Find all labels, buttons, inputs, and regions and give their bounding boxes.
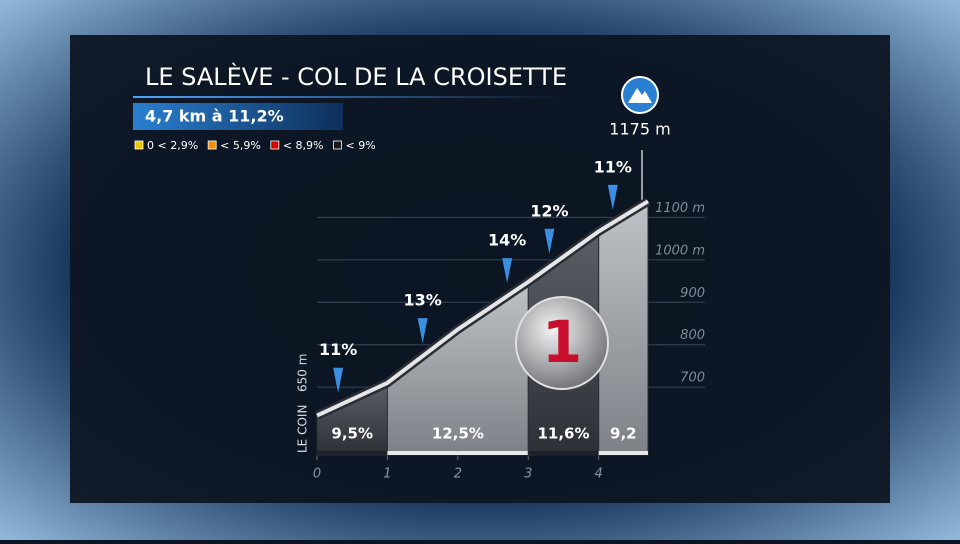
gradient-marker xyxy=(417,318,428,344)
marker-label: 12% xyxy=(530,201,568,220)
marker-label: 13% xyxy=(403,291,441,310)
start-name: LE COIN xyxy=(296,405,310,453)
segment-base xyxy=(528,451,599,455)
legend-swatch xyxy=(270,140,280,150)
gradient-marker xyxy=(333,367,344,393)
profile-line xyxy=(316,199,650,418)
gradient-marker xyxy=(607,184,618,210)
segment-base xyxy=(317,451,388,455)
x-tick-label: 4 xyxy=(595,467,603,482)
legend: 0 < 2,9% < 5,9% < 8,9% < 9% xyxy=(134,139,376,152)
segment-label: 11,6% xyxy=(537,425,589,443)
x-tick-label: 3 xyxy=(524,467,532,482)
gradient-marker xyxy=(544,228,555,254)
legend-swatch xyxy=(134,140,144,150)
segment-label: 12,5% xyxy=(432,425,484,443)
legend-label: < 5,9% xyxy=(220,139,261,152)
legend-label: 0 < 2,9% xyxy=(147,139,198,152)
x-tick-label: 1 xyxy=(383,467,391,482)
x-tick-label: 0 xyxy=(313,467,321,482)
start-elevation: 650 m xyxy=(296,354,310,392)
segment-base xyxy=(387,451,529,455)
title-underline xyxy=(133,96,563,98)
segment-label: 9,5% xyxy=(331,425,373,443)
y-tick-label: 1100 m xyxy=(655,201,705,216)
marker-label: 11% xyxy=(594,157,632,176)
marker-label: 14% xyxy=(488,231,526,250)
subtitle: 4,7 km à 11,2% xyxy=(145,107,284,126)
y-tick-label: 900 xyxy=(680,286,705,301)
x-tick-label: 2 xyxy=(454,467,462,482)
title: LE SALÈVE - COL DE LA CROISETTE xyxy=(145,62,567,91)
summit-elevation: 1175 m xyxy=(609,120,670,139)
rank-number: 1 xyxy=(542,308,582,376)
segment-label: 9,2 xyxy=(610,425,637,443)
legend-label: < 9% xyxy=(346,139,376,152)
rank-badge xyxy=(515,296,609,390)
gradient-marker xyxy=(502,258,513,284)
y-tick-label: 700 xyxy=(680,371,705,386)
legend-label: < 8,9% xyxy=(283,139,324,152)
segment-base xyxy=(598,451,648,455)
legend-swatch xyxy=(207,140,217,150)
legend-swatch xyxy=(333,140,342,150)
marker-label: 11% xyxy=(319,340,357,359)
y-tick-label: 800 xyxy=(680,328,705,343)
subtitle-bar xyxy=(133,103,343,130)
y-tick-label: 1000 m xyxy=(655,243,705,258)
mountain-glyph xyxy=(628,88,652,103)
